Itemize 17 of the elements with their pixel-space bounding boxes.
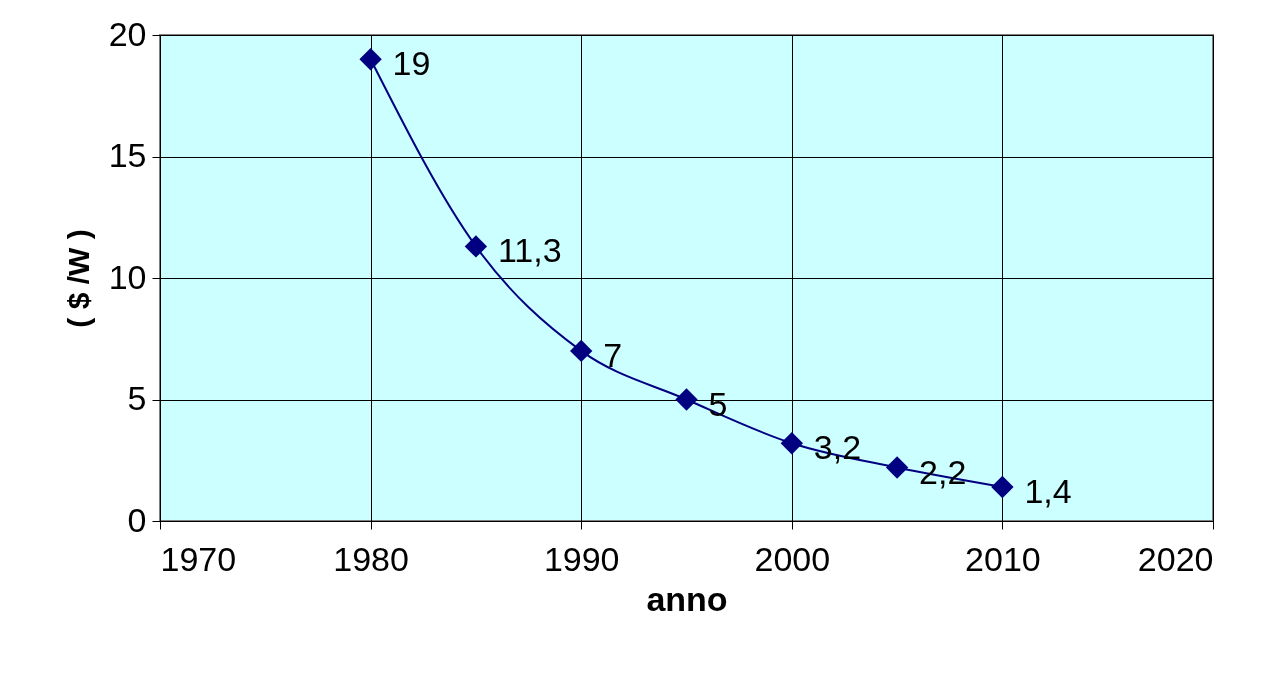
- y-tick-label: 5: [127, 379, 147, 417]
- x-tick-label: 1980: [333, 539, 409, 578]
- y-tick-label: 0: [127, 500, 147, 539]
- data-label: 19: [392, 44, 431, 83]
- data-label: 11,3: [497, 231, 562, 270]
- x-tick-label: 2010: [965, 539, 1041, 578]
- y-tick-label: 15: [108, 136, 147, 174]
- x-tick-label: 1990: [543, 539, 620, 578]
- y-axis-title: ( $ /W ): [61, 229, 95, 328]
- x-tick-label: 2020: [1137, 539, 1214, 578]
- x-tick-label: 2000: [754, 539, 831, 578]
- y-tick-label: 10: [108, 257, 147, 296]
- data-label: 7: [603, 335, 623, 374]
- y-tick-label: 20: [108, 14, 147, 53]
- x-axis-title: anno: [646, 579, 728, 618]
- x-tick-label: 1970: [160, 539, 237, 578]
- data-label: 1,4: [1024, 471, 1072, 510]
